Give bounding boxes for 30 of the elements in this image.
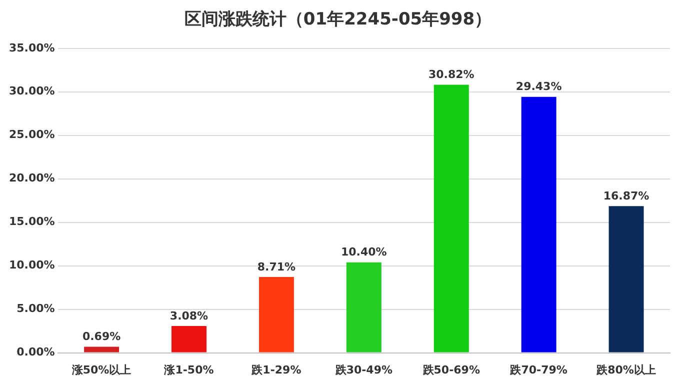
x-tick-label: 跌80%以上: [596, 363, 656, 376]
y-tick-label: 30.00%: [8, 84, 55, 98]
x-tick-label: 跌50-69%: [422, 363, 480, 376]
bar: [346, 262, 382, 352]
x-tick-label: 跌1-29%: [250, 363, 302, 376]
x-tick-label: 跌70-79%: [509, 363, 568, 376]
y-tick-label: 5.00%: [16, 302, 55, 316]
data-label: 29.43%: [516, 80, 562, 94]
y-tick-label: 0.00%: [16, 346, 55, 359]
y-tick-label: 10.00%: [8, 258, 55, 272]
bar: [434, 84, 469, 352]
bar: [608, 206, 644, 352]
y-tick-label: 20.00%: [8, 172, 55, 185]
y-tick-label: 15.00%: [8, 215, 55, 228]
x-tick-label: 跌30-49%: [334, 363, 393, 376]
data-label: 10.40%: [340, 246, 387, 259]
x-tick-label: 涨50%以上: [70, 363, 132, 376]
bar: [521, 96, 556, 352]
x-tick-label: 涨1-50%: [163, 363, 214, 376]
data-label: 8.71%: [257, 260, 296, 274]
data-label: 30.82%: [428, 68, 474, 82]
data-label: 3.08%: [170, 309, 208, 322]
bar: [172, 326, 206, 352]
y-tick-label: 35.00%: [8, 41, 55, 54]
y-tick-label: 25.00%: [8, 128, 55, 142]
chart-title: 区间涨跌统计（01年2245-05年998）: [184, 10, 492, 30]
bar: [258, 277, 294, 352]
bar: [84, 346, 120, 352]
data-label: 16.87%: [603, 189, 650, 202]
data-label: 0.69%: [82, 330, 121, 344]
